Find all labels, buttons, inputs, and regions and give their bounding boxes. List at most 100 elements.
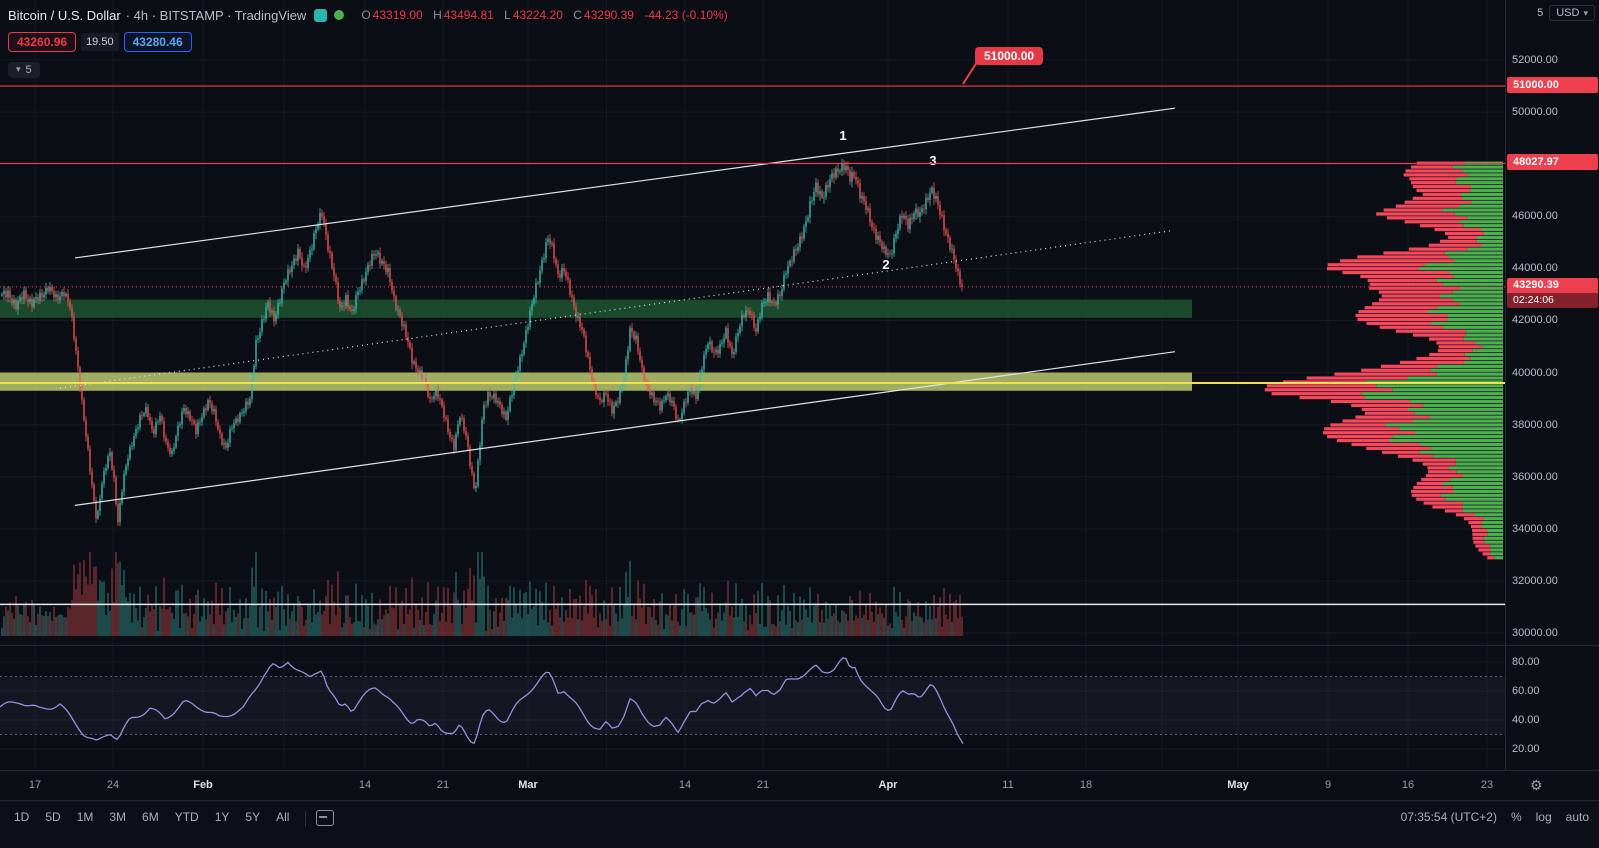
candles-layer[interactable] bbox=[1, 158, 963, 526]
range-1M[interactable]: 1M bbox=[76, 810, 94, 824]
levels-layer[interactable] bbox=[0, 61, 1505, 606]
time-axis-label: Apr bbox=[878, 779, 898, 791]
time-axis-label: 16 bbox=[1401, 779, 1415, 791]
spread-value: 19.50 bbox=[81, 33, 119, 51]
price-label-48027: 48027.97 bbox=[1507, 154, 1598, 171]
price-axis-label: 44000.00 bbox=[1512, 262, 1558, 275]
time-axis-label: 23 bbox=[1480, 779, 1494, 791]
drawings-layer[interactable]: 1 2 3 bbox=[59, 107, 1176, 506]
open-label: O bbox=[361, 8, 371, 22]
session-clock[interactable]: 07:35:54 (UTC+2) bbox=[1400, 810, 1497, 824]
price-axis[interactable]: 5 USD ▾ 51000.00 48027.97 43290.39 02:24… bbox=[1505, 0, 1599, 770]
time-axis-label: 21 bbox=[756, 779, 770, 791]
volume-profile-indicator[interactable] bbox=[1264, 161, 1503, 560]
axis-top-number: 5 bbox=[1537, 7, 1544, 19]
bottom-toolbar: 1D 5D 1M 3M 6M YTD 1Y 5Y All 07:35:54 (UTC+2) % … bbox=[0, 800, 1599, 848]
symbol-subtitle[interactable]: · 4h · BITSTAMP · TradingView bbox=[125, 7, 307, 23]
resistance-zone[interactable] bbox=[0, 299, 1192, 318]
sell-button[interactable]: 43260.96 bbox=[8, 32, 77, 52]
buy-button[interactable]: 43280.46 bbox=[123, 32, 192, 52]
indicators-row: ▾ 5 bbox=[8, 59, 728, 78]
alert-price-callout[interactable]: 51000.00 bbox=[975, 47, 1044, 65]
wave-label-2[interactable]: 2 bbox=[881, 256, 891, 274]
toolbar-divider bbox=[305, 811, 307, 827]
change-value: -44.23 (-0.10%) bbox=[644, 8, 728, 22]
gear-icon[interactable]: ⚙ bbox=[1530, 777, 1543, 793]
volume-layer bbox=[1, 552, 963, 636]
go-to-date-icon[interactable] bbox=[316, 810, 335, 826]
range-buttons: 1D 5D 1M 3M 6M YTD 1Y 5Y All bbox=[0, 801, 299, 827]
range-5D[interactable]: 5D bbox=[45, 810, 61, 824]
time-axis[interactable]: ⚙ 17 24 Feb 14 21 Mar 14 21 Apr 11 18 May 9 16 23 bbox=[0, 770, 1599, 801]
time-axis-label: 14 bbox=[358, 779, 372, 791]
close-label: C bbox=[573, 8, 582, 22]
rsi-line[interactable] bbox=[0, 657, 964, 745]
time-axis-label: 17 bbox=[28, 779, 42, 791]
time-axis-label: 9 bbox=[1324, 779, 1332, 791]
price-label-51000: 51000.00 bbox=[1507, 77, 1598, 94]
range-1D[interactable]: 1D bbox=[14, 810, 30, 824]
auto-scale-button[interactable]: auto bbox=[1565, 810, 1589, 824]
time-axis-label: 14 bbox=[678, 779, 692, 791]
time-axis-label: 11 bbox=[1002, 779, 1014, 791]
channel-mid-dotted-line[interactable] bbox=[59, 230, 1173, 389]
time-axis-label: Mar bbox=[518, 779, 538, 791]
rsi-axis-label: 60.00 bbox=[1512, 685, 1540, 697]
axis-top-right: 5 USD ▾ bbox=[1537, 5, 1595, 21]
bar-countdown: 02:24:06 bbox=[1507, 292, 1598, 308]
market-status-icon bbox=[334, 10, 345, 20]
price-axis-label: 52000.00 bbox=[1512, 54, 1558, 66]
range-3M[interactable]: 3M bbox=[109, 810, 127, 824]
bid-ask-row: 43260.96 19.50 43280.46 bbox=[8, 32, 728, 52]
chart-legend: Bitcoin / U.S. Dollar · 4h · BITSTAMP · … bbox=[8, 4, 728, 78]
price-axis-label: 34000.00 bbox=[1512, 522, 1558, 535]
rsi-indicator[interactable] bbox=[0, 657, 1505, 745]
close-value: 43290.39 bbox=[583, 8, 634, 22]
time-axis-label: 18 bbox=[1079, 779, 1093, 791]
rsi-axis-label: 40.00 bbox=[1512, 714, 1540, 726]
wave-label-1[interactable]: 1 bbox=[838, 127, 848, 145]
price-axis-label: 42000.00 bbox=[1512, 314, 1558, 327]
chart-canvas[interactable]: 1 2 3 bbox=[0, 0, 1505, 770]
toolbar-right: 07:35:54 (UTC+2) % log auto bbox=[1401, 801, 1599, 824]
last-price-value: 43290.39 bbox=[1513, 279, 1559, 292]
high-value: 43494.81 bbox=[443, 8, 494, 22]
channel-bottom-line[interactable] bbox=[74, 351, 1176, 506]
price-axis-label: 40000.00 bbox=[1512, 366, 1558, 379]
price-axis-label: 36000.00 bbox=[1512, 470, 1558, 483]
time-axis-label: 24 bbox=[106, 779, 120, 791]
price-axis-label: 38000.00 bbox=[1512, 418, 1558, 431]
flag-icon[interactable] bbox=[314, 8, 328, 22]
price-axis-label: 50000.00 bbox=[1512, 106, 1558, 119]
price-axis-label: 32000.00 bbox=[1512, 574, 1558, 587]
symbol-title[interactable]: Bitcoin / U.S. Dollar bbox=[8, 7, 121, 23]
pane-separator[interactable] bbox=[0, 645, 1599, 646]
high-label: H bbox=[433, 8, 442, 22]
indicators-collapse-button[interactable]: ▾ 5 bbox=[8, 61, 40, 78]
low-value: 43224.20 bbox=[512, 8, 563, 22]
range-5Y[interactable]: 5Y bbox=[245, 810, 261, 824]
range-1Y[interactable]: 1Y bbox=[214, 810, 230, 824]
zones-layer[interactable] bbox=[0, 299, 1192, 391]
time-axis-label: May bbox=[1227, 779, 1249, 791]
channel-top-line[interactable] bbox=[74, 107, 1176, 259]
indicators-count: 5 bbox=[25, 63, 32, 76]
wave-label-3[interactable]: 3 bbox=[928, 152, 938, 170]
log-scale-button[interactable]: log bbox=[1535, 810, 1552, 824]
last-price-label: 43290.39 02:24:06 bbox=[1507, 277, 1598, 308]
callout-tail bbox=[962, 61, 978, 85]
time-axis-label: 21 bbox=[436, 779, 450, 791]
price-axis-label: 30000.00 bbox=[1512, 627, 1558, 639]
legend-title-row: Bitcoin / U.S. Dollar · 4h · BITSTAMP · … bbox=[8, 4, 728, 26]
price-axis-label: 46000.00 bbox=[1512, 210, 1558, 223]
rsi-axis-label: 20.00 bbox=[1512, 743, 1540, 755]
range-YTD[interactable]: YTD bbox=[174, 810, 199, 824]
chevron-down-icon: ▾ bbox=[16, 64, 21, 74]
currency-selector[interactable]: USD ▾ bbox=[1549, 5, 1595, 21]
time-axis-label: Feb bbox=[193, 779, 213, 791]
rsi-axis-label: 80.00 bbox=[1512, 656, 1540, 668]
percent-scale-button[interactable]: % bbox=[1510, 810, 1522, 824]
range-6M[interactable]: 6M bbox=[142, 810, 159, 824]
range-All[interactable]: All bbox=[276, 810, 290, 824]
